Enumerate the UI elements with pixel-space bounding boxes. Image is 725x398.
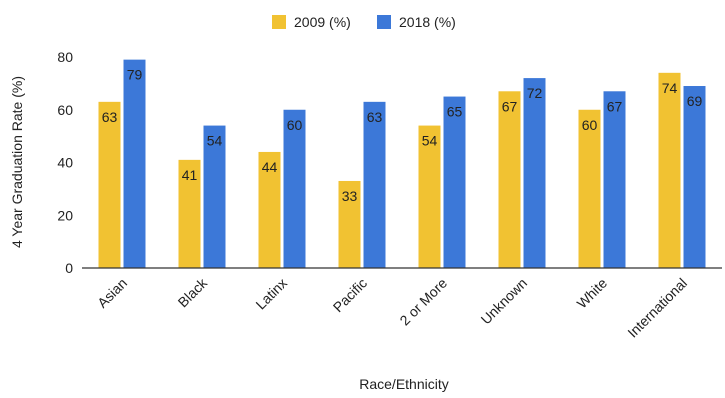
bar-value-label: 67 [502, 98, 518, 114]
bar-2018 [523, 78, 546, 268]
y-axis-ticks: 0 20 40 60 80 [57, 49, 73, 276]
bar-value-label: 54 [207, 133, 223, 149]
bar-2018 [123, 59, 146, 269]
y-axis-title: 4 Year Graduation Rate (%) [9, 76, 25, 248]
x-tick-label: Asian [94, 275, 130, 311]
bar-value-label: 60 [287, 117, 303, 133]
y-tick-label: 40 [57, 155, 73, 171]
bars: 63 79 41 54 44 60 33 63 54 65 67 72 60 67 74 69 [98, 59, 706, 269]
bar-value-label: 44 [262, 159, 278, 175]
bar-value-label: 72 [527, 85, 543, 101]
bar-value-label: 33 [342, 188, 358, 204]
y-tick-label: 80 [57, 49, 73, 65]
x-tick-label: Black [175, 274, 211, 310]
y-tick-label: 60 [57, 102, 73, 118]
bar-2018 [603, 91, 626, 268]
x-axis-title: Race/Ethnicity [359, 376, 448, 392]
legend-label-2009: 2009 (%) [294, 14, 351, 30]
x-tick-label: Pacific [330, 275, 370, 315]
legend: 2009 (%) 2018 (%) [272, 14, 456, 30]
bar-2018 [683, 86, 706, 268]
bar-value-label: 54 [422, 133, 438, 149]
bar-2018 [203, 125, 226, 268]
x-tick-label: 2 or More [396, 275, 450, 329]
bar-value-label: 67 [607, 98, 623, 114]
y-tick-label: 0 [65, 260, 73, 276]
legend-label-2018: 2018 (%) [399, 14, 456, 30]
bar-value-label: 65 [447, 104, 463, 120]
bar-value-label: 74 [662, 80, 678, 96]
bar-2018 [363, 101, 386, 269]
x-tick-label: International [624, 275, 690, 341]
bar-2018 [283, 109, 306, 268]
x-tick-label: White [573, 275, 610, 312]
bar-2009 [98, 101, 121, 269]
x-axis-ticks: Asian Black Latinx Pacific 2 or More Unknown W… [94, 274, 690, 341]
bar-2009 [658, 72, 681, 268]
bar-2009 [418, 125, 441, 268]
bar-2009 [338, 180, 361, 268]
bar-value-label: 63 [102, 109, 118, 125]
bar-2009 [178, 159, 201, 268]
bar-2018 [443, 96, 466, 268]
bar-value-label: 79 [127, 67, 143, 83]
x-tick-label: Latinx [252, 275, 290, 313]
bar-2009 [578, 109, 601, 268]
bar-value-label: 63 [367, 109, 383, 125]
legend-swatch-2009 [272, 15, 286, 29]
bar-2009 [258, 151, 281, 268]
bar-value-label: 60 [582, 117, 598, 133]
y-tick-label: 20 [57, 207, 73, 223]
bar-value-label: 69 [687, 93, 703, 109]
bar-2009 [498, 91, 521, 268]
bar-value-label: 41 [182, 167, 198, 183]
x-tick-label: Unknown [478, 275, 531, 328]
legend-swatch-2018 [377, 15, 391, 29]
